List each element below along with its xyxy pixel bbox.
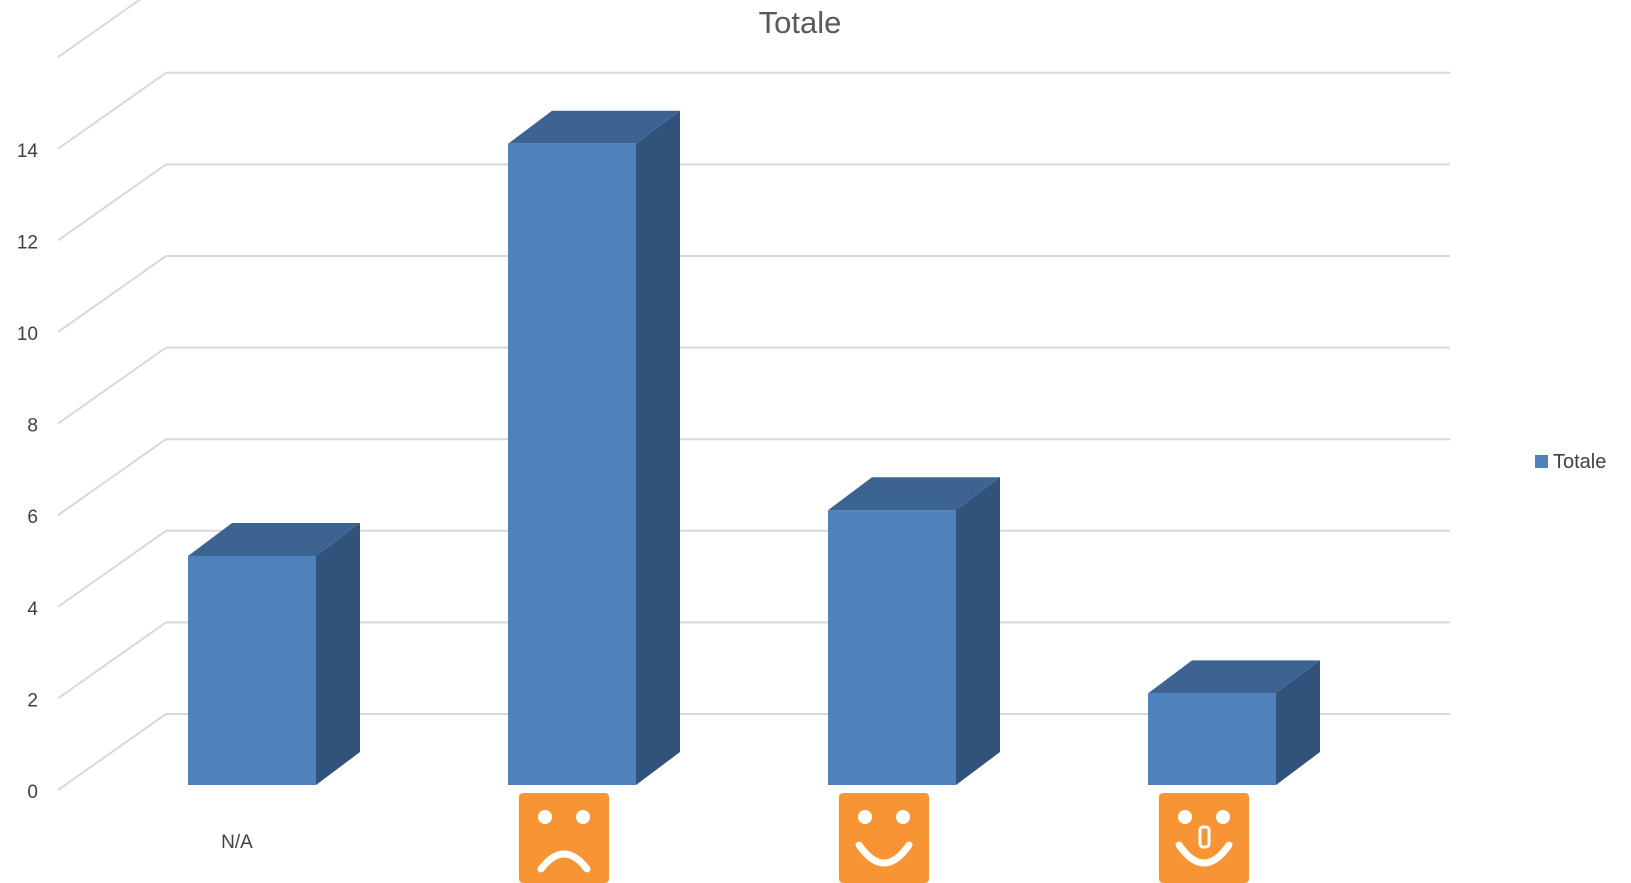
category-axis: N/A [221,793,1249,883]
bar-side [956,477,1000,785]
category-label: N/A [221,832,253,853]
y-axis-ticks: 0 2 4 6 8 10 12 14 [17,141,39,803]
bar [828,477,1000,785]
legend: Totale [1535,451,1606,473]
gridlines [57,0,1450,791]
smile-face-icon [839,793,929,883]
bar-front [188,556,316,785]
bar-front [508,143,636,786]
bar [508,110,680,786]
y-tick-label: 10 [17,324,38,345]
bar-top [188,523,360,556]
gridline-diagonal [57,255,167,333]
gridline-diagonal [57,438,167,517]
happy-face-icon [1159,793,1249,883]
y-tick-label: 2 [27,690,38,711]
bar-top [828,477,1000,511]
legend-label-totale: Totale [1553,451,1606,473]
y-tick-label: 14 [17,141,39,162]
bar-top [1148,660,1320,694]
bar-top [508,110,680,144]
bar [1148,660,1320,785]
y-tick-label: 0 [27,782,38,803]
gridline-diagonal [57,163,167,242]
y-tick-label: 12 [17,232,38,253]
sad-face-icon [519,793,609,883]
gridline-diagonal [57,621,167,700]
bar-side [636,110,680,786]
gridline-diagonal [57,529,167,608]
chart-title: Totale [759,5,842,40]
gridline-diagonal [57,346,167,425]
legend-swatch-totale [1535,455,1548,468]
gridline-diagonal [57,713,167,791]
gridline-diagonal [57,71,167,150]
y-tick-label: 6 [27,507,38,528]
bar-front [828,510,956,785]
y-tick-label: 8 [27,416,38,437]
gridline-diagonal [57,0,142,59]
bar-side [1276,660,1320,785]
bar-front [1148,693,1276,785]
y-tick-label: 4 [27,599,38,620]
bars [188,110,1320,786]
bar [188,523,360,785]
bar-side [316,523,360,785]
